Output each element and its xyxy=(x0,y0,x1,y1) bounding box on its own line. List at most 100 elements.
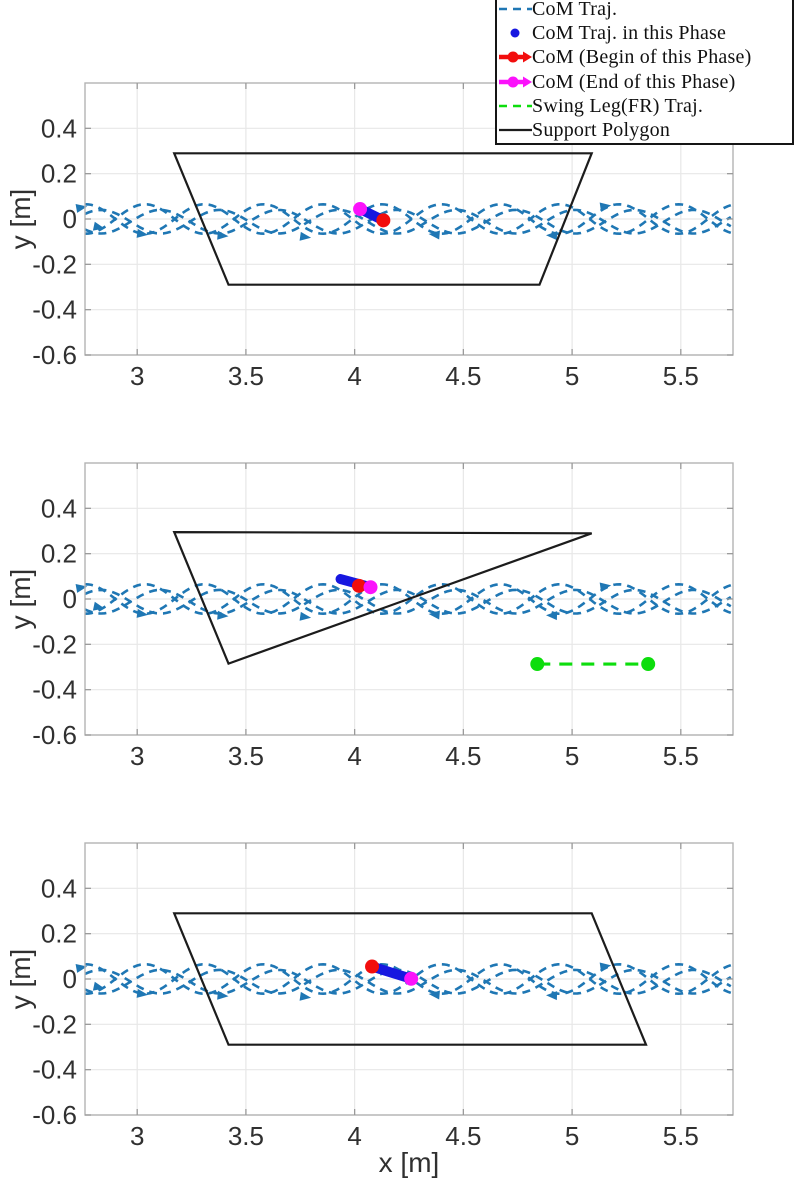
subplot-phase-3: 3 3.5 4 4.5 5 5.5 -0.6 -0.4 -0.2 0 0.2 0.4 y [m] x [m… xyxy=(5,842,734,1178)
com-direction-arrow-icon xyxy=(299,991,312,1001)
com-trajectory-dashes xyxy=(84,202,732,236)
legend-sample-com-traj-phase-icon xyxy=(510,28,520,38)
swing-leg-endpoint-marker xyxy=(530,657,545,672)
x-tick-label: 5 xyxy=(565,1121,579,1151)
com-trajectory-dashes xyxy=(84,588,732,615)
y-axis-title: y [m] xyxy=(5,949,36,1010)
y-tick-label: -0.4 xyxy=(32,1055,77,1085)
legend-item-support-polygon: Support Polygon xyxy=(499,118,792,142)
com-direction-arrow-icon xyxy=(217,990,229,1000)
com-direction-arrow-icon xyxy=(217,230,229,240)
legend-item-com-traj: CoM Traj. xyxy=(499,0,792,21)
com-trajectory-dashes xyxy=(84,588,732,615)
com-end-marker xyxy=(363,580,378,595)
com-direction-arrow-icon xyxy=(136,988,149,998)
x-tick-label: 4 xyxy=(347,361,361,391)
y-tick-label: -0.2 xyxy=(32,1009,77,1039)
legend-item-com-end: CoM (End of this Phase) xyxy=(499,70,792,94)
y-tick-label: 0.2 xyxy=(41,919,77,949)
x-tick-label: 3 xyxy=(130,1121,144,1151)
legend-item-label: CoM Traj. in this Phase xyxy=(532,22,727,45)
com-trajectory-dashes xyxy=(84,968,732,995)
com-direction-arrow-icon xyxy=(599,582,612,592)
support-polygon xyxy=(172,912,648,1046)
com-end-marker xyxy=(404,971,419,986)
com-trajectory-dashes xyxy=(84,968,732,995)
legend-sample-com-traj-icon xyxy=(499,7,532,11)
legend-sample-swing-leg-icon xyxy=(499,104,532,108)
y-axis-title: y [m] xyxy=(5,189,36,250)
legend-item-swing-leg: Swing Leg(FR) Traj. xyxy=(499,94,792,118)
legend-item-label: CoM (End of this Phase) xyxy=(532,70,736,93)
com-direction-arrow-icon xyxy=(92,981,105,991)
x-tick-label: 5.5 xyxy=(663,741,699,771)
com-begin-marker xyxy=(376,213,391,228)
com-direction-arrow-icon xyxy=(92,601,105,611)
com-end-marker xyxy=(353,202,368,217)
x-tick-label: 5 xyxy=(565,741,579,771)
y-tick-label: 0 xyxy=(63,204,77,234)
x-axis-title: x [m] xyxy=(379,1147,440,1178)
y-tick-label: -0.6 xyxy=(32,340,77,370)
legend-item-label: Support Polygon xyxy=(532,118,671,141)
legend-item-label: Swing Leg(FR) Traj. xyxy=(532,94,704,117)
legend-sample-support-polygon-icon xyxy=(499,128,532,132)
legend-sample-com-end-icon xyxy=(499,76,532,88)
legend-sample-com-begin-icon xyxy=(499,51,532,63)
y-tick-label: -0.2 xyxy=(32,629,77,659)
support-polygon xyxy=(172,530,593,665)
y-tick-label: 0 xyxy=(63,964,77,994)
x-tick-label: 3.5 xyxy=(228,741,264,771)
com-direction-arrow-icon xyxy=(217,610,229,620)
x-tick-label: 3.5 xyxy=(228,361,264,391)
y-tick-label: -0.6 xyxy=(32,1100,77,1130)
com-direction-arrow-icon xyxy=(92,221,105,231)
x-tick-label: 3 xyxy=(130,741,144,771)
com-direction-arrow-icon xyxy=(599,962,612,972)
x-tick-label: 4 xyxy=(347,1121,361,1151)
com-direction-arrow-icon xyxy=(136,228,149,238)
y-tick-label: -0.6 xyxy=(32,720,77,750)
com-direction-arrow-icon xyxy=(75,203,88,213)
x-tick-label: 3.5 xyxy=(228,1121,264,1151)
legend-swatch-box xyxy=(499,0,532,18)
legend-item-com-traj-phase: CoM Traj. in this Phase xyxy=(499,21,792,45)
com-direction-arrow-icon xyxy=(546,611,558,621)
com-direction-arrow-icon xyxy=(546,991,558,1001)
com-direction-arrow-icon xyxy=(299,231,312,241)
com-direction-arrow-icon xyxy=(75,963,88,973)
legend-swatch-box xyxy=(499,121,532,139)
x-tick-label: 5.5 xyxy=(663,1121,699,1151)
support-polygon xyxy=(172,152,594,286)
com-trajectory-dashes xyxy=(84,202,732,236)
com-direction-arrow-icon xyxy=(428,610,440,620)
com-direction-arrow-icon xyxy=(75,583,88,593)
legend-item-label: CoM (Begin of this Phase) xyxy=(532,46,752,69)
legend-swatch-box xyxy=(499,48,532,66)
swing-leg-endpoint-marker xyxy=(641,657,656,672)
y-tick-label: -0.4 xyxy=(32,675,77,705)
y-tick-label: 0 xyxy=(63,584,77,614)
x-tick-label: 5 xyxy=(565,361,579,391)
y-axis-title: y [m] xyxy=(5,569,36,630)
legend-swatch-box xyxy=(499,73,532,91)
legend-swatch-box xyxy=(499,97,532,115)
y-tick-label: 0.4 xyxy=(41,493,77,523)
y-tick-label: 0.2 xyxy=(41,159,77,189)
com-direction-arrow-icon xyxy=(546,231,558,241)
legend-item-label: CoM Traj. xyxy=(532,0,618,21)
legend: CoM Traj. CoM Traj. in this Phase CoM (Beg… xyxy=(495,0,794,145)
com-direction-arrow-icon xyxy=(136,608,149,618)
x-tick-label: 4 xyxy=(347,741,361,771)
x-tick-label: 4.5 xyxy=(445,741,481,771)
y-tick-label: -0.4 xyxy=(32,295,77,325)
subplot-phase-2: 3 3.5 4 4.5 5 5.5 -0.6 -0.4 -0.2 0 0.2 0.4 y [m] xyxy=(5,462,734,771)
x-tick-label: 3 xyxy=(130,361,144,391)
x-tick-label: 5.5 xyxy=(663,361,699,391)
y-tick-label: 0.4 xyxy=(41,873,77,903)
com-begin-marker xyxy=(351,578,366,593)
y-tick-label: 0.4 xyxy=(41,113,77,143)
x-tick-label: 4.5 xyxy=(445,1121,481,1151)
com-trajectory-dashes xyxy=(84,582,732,616)
